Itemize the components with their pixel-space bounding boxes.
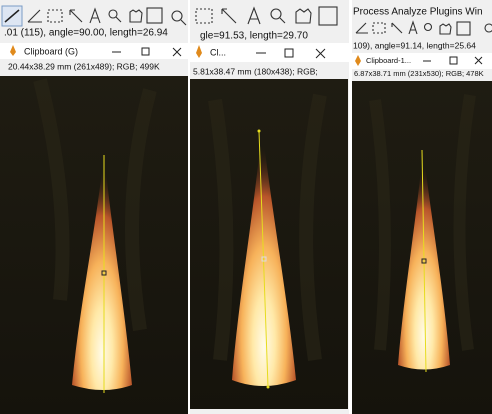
status-text: 109), angle=91.14, length=25.64 xyxy=(353,40,476,50)
maximize-button[interactable] xyxy=(449,56,458,65)
status-text: gle=91.53, length=29.70 xyxy=(200,31,308,42)
background-shape xyxy=(33,78,157,332)
tool-angle[interactable] xyxy=(27,9,42,23)
line-end xyxy=(257,129,261,133)
tool-text[interactable] xyxy=(89,7,101,24)
tool-hand[interactable] xyxy=(129,9,143,23)
maximize-button[interactable] xyxy=(284,48,294,58)
tool-point[interactable] xyxy=(47,9,63,23)
tool-angle[interactable] xyxy=(355,22,368,34)
tool-dropper[interactable] xyxy=(318,6,338,26)
tool-point[interactable] xyxy=(372,22,386,34)
icon xyxy=(4,9,20,23)
tool-wand[interactable] xyxy=(221,8,237,24)
line-handle[interactable] xyxy=(101,270,107,276)
image-info: 20.44x38.29 mm (261x489); RGB; 499K xyxy=(8,61,160,71)
app-icon xyxy=(196,45,202,58)
divider xyxy=(188,0,190,414)
icon xyxy=(180,19,187,26)
toolbar[interactable] xyxy=(355,20,492,36)
window-title: Clipboard (G) xyxy=(24,46,78,56)
measure-line[interactable] xyxy=(421,149,427,373)
app-icon xyxy=(10,45,16,56)
line-handle[interactable] xyxy=(261,256,267,262)
tool-zoom[interactable] xyxy=(171,10,183,22)
tool-text[interactable] xyxy=(247,6,261,25)
icon xyxy=(115,16,122,23)
tool-wand[interactable] xyxy=(391,22,403,34)
status-text: .01 (115), angle=90.00, length=26.94 xyxy=(4,28,168,39)
flame xyxy=(232,125,296,386)
tool-point[interactable] xyxy=(195,8,213,24)
tool-zoom[interactable] xyxy=(270,8,282,20)
tool-dropper[interactable] xyxy=(456,21,471,36)
toolbar[interactable] xyxy=(1,5,163,27)
close-button[interactable] xyxy=(315,48,326,59)
tool-wand[interactable] xyxy=(69,9,83,23)
tool-zoom[interactable] xyxy=(484,23,492,33)
tool-dropper[interactable] xyxy=(146,7,163,24)
image-info: 6.87x38.71 mm (231x530); RGB; 478K xyxy=(354,69,484,78)
menu-bar[interactable]: Process Analyze Plugins Win xyxy=(353,7,483,18)
tool-hand[interactable] xyxy=(439,23,452,35)
window-title: Cl... xyxy=(210,47,226,57)
close-button[interactable] xyxy=(172,47,182,57)
flame xyxy=(72,150,132,390)
window-title: Clipboard-1... xyxy=(366,56,411,65)
tool-hand[interactable] xyxy=(295,8,312,24)
divider xyxy=(349,0,352,414)
line-end xyxy=(266,385,270,389)
icon xyxy=(279,17,286,24)
tool-zoom[interactable] xyxy=(423,22,433,32)
toolbar[interactable] xyxy=(171,6,338,26)
measure-line[interactable] xyxy=(258,130,269,388)
tool-zoom[interactable] xyxy=(108,9,118,19)
maximize-button[interactable] xyxy=(141,47,150,56)
background-shape xyxy=(208,93,327,361)
image-info: 5.81x38.47 mm (180x438); RGB; xyxy=(193,66,318,76)
app-icon xyxy=(355,55,361,66)
line-handle[interactable] xyxy=(421,258,427,264)
tool-text[interactable] xyxy=(408,20,418,35)
background-shape xyxy=(369,94,476,351)
title-bar xyxy=(190,43,349,62)
close-button[interactable] xyxy=(474,56,483,65)
